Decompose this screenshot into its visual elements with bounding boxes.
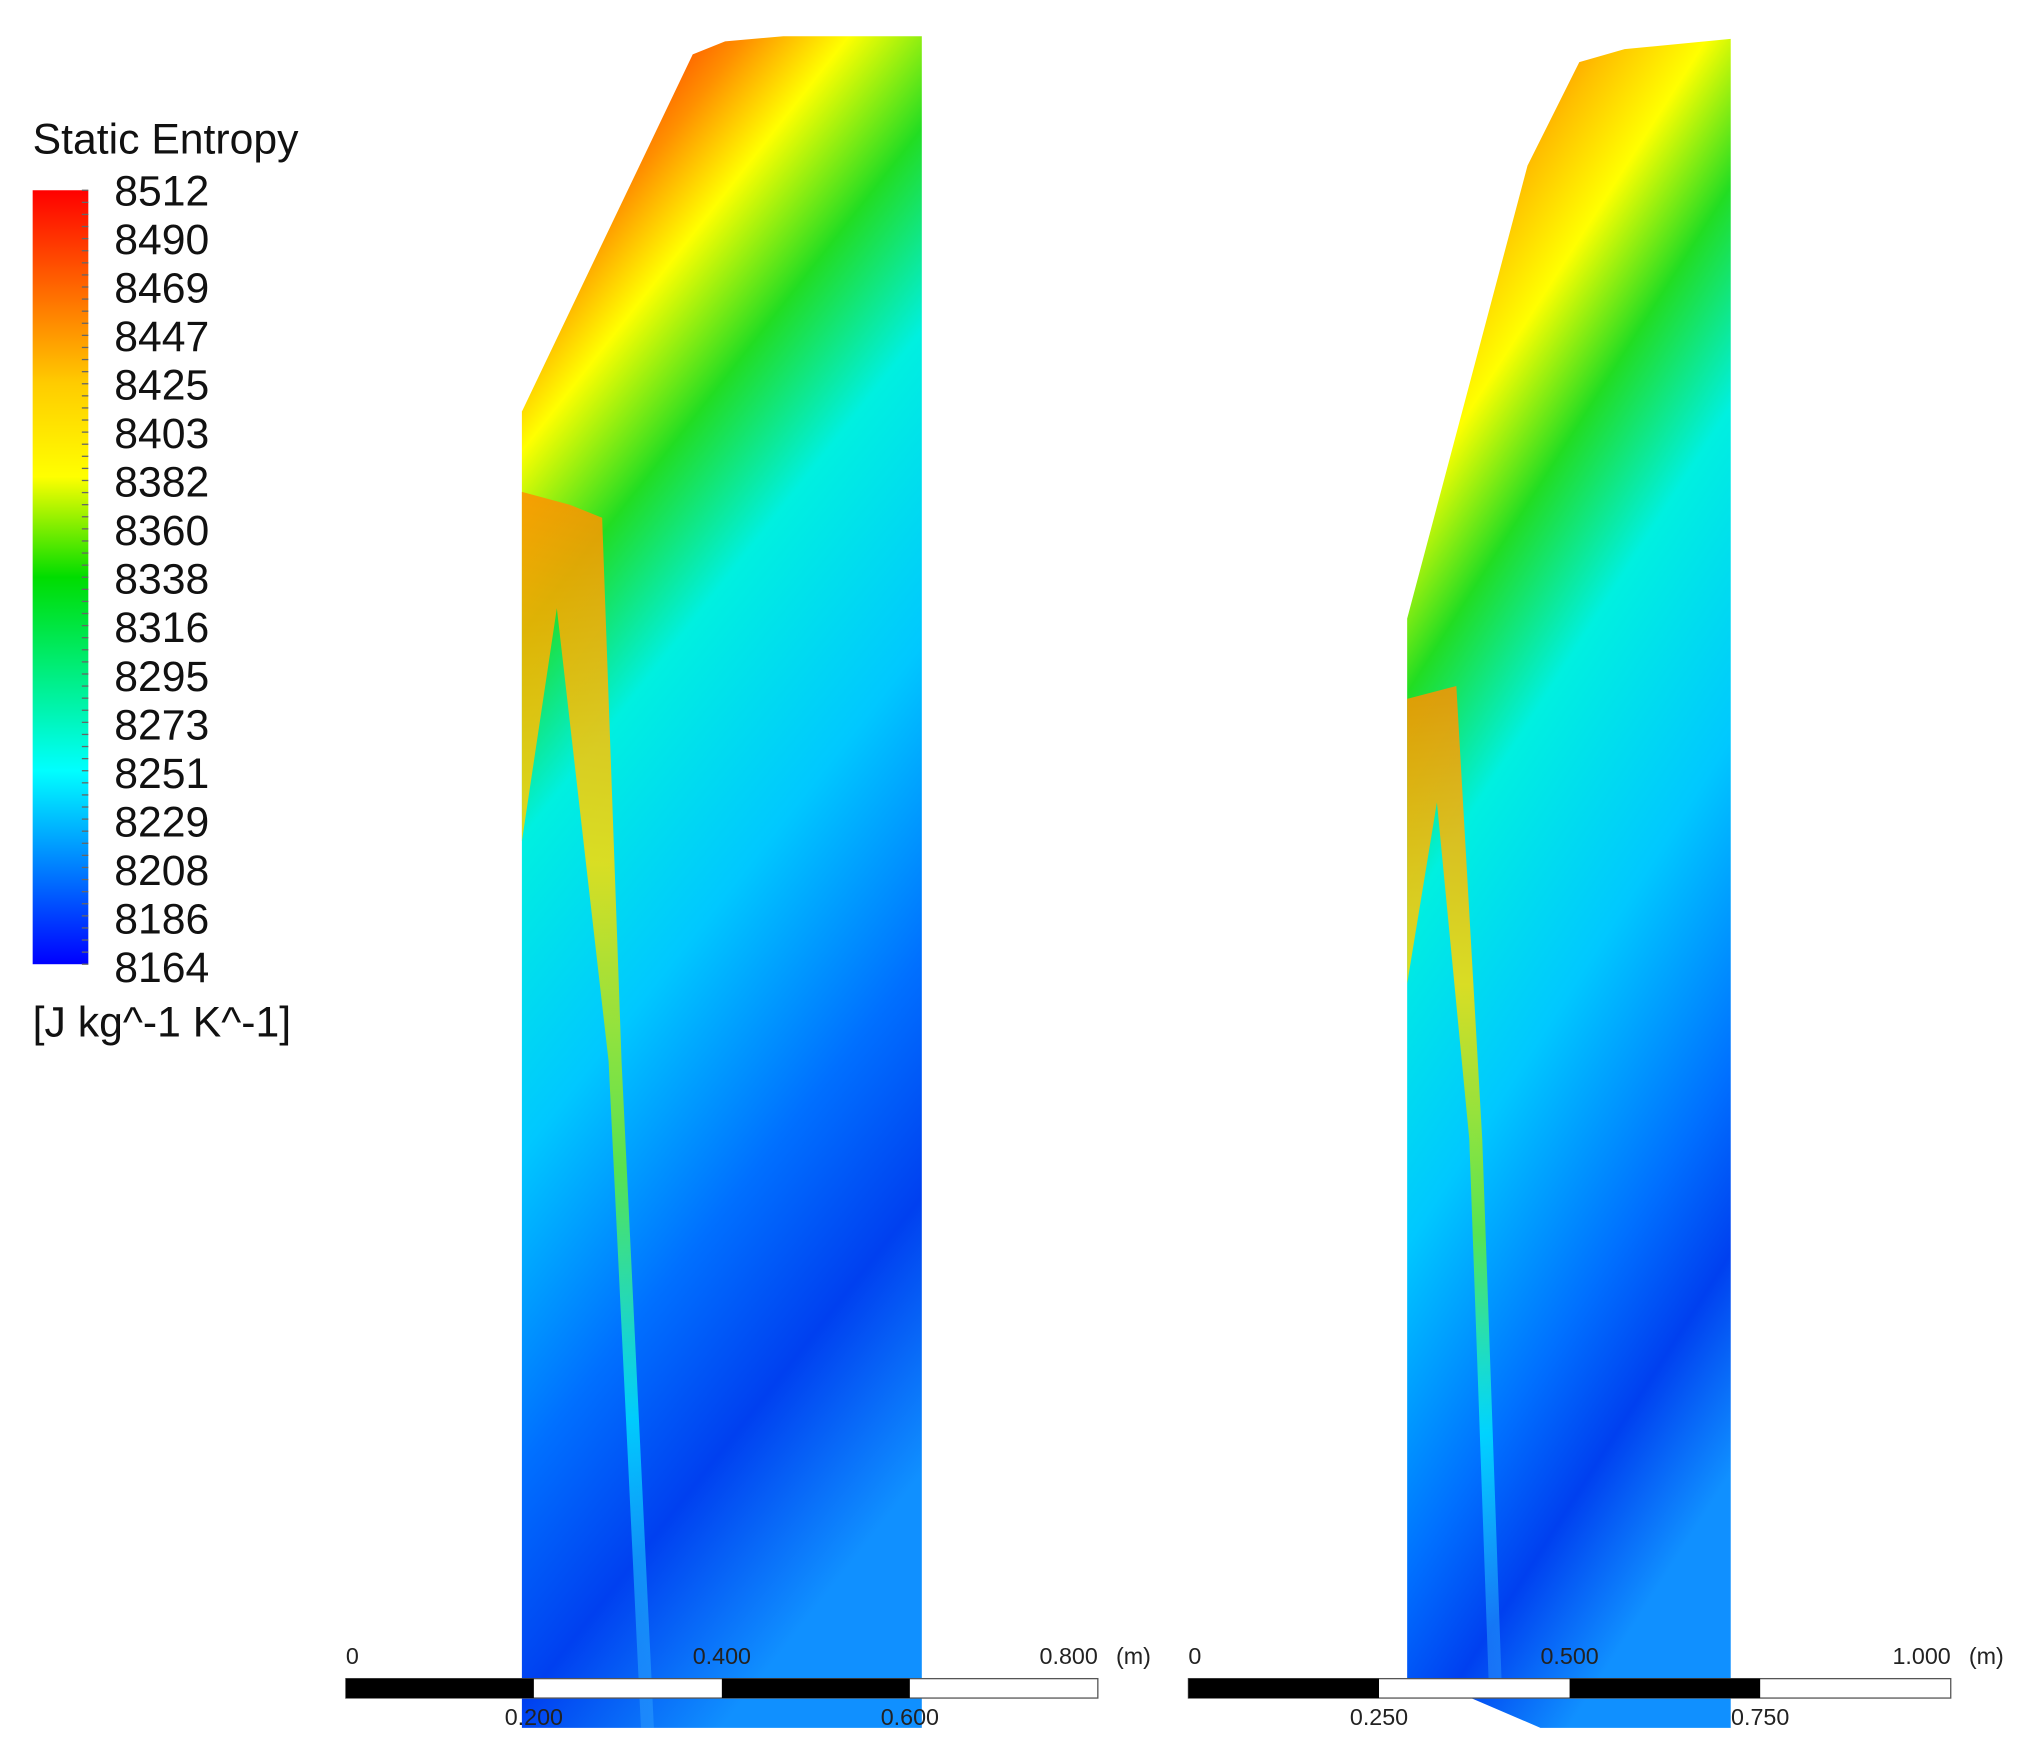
legend-label: 8469 (114, 264, 209, 312)
right-domain (1407, 38, 1731, 1728)
contour-field (521, 36, 922, 1728)
scale-label: 0 (346, 1643, 359, 1669)
legend-label: 8208 (114, 847, 209, 895)
legend-label: 8316 (114, 604, 209, 652)
scale-label: 0.250 (1350, 1704, 1408, 1730)
legend-label: 8273 (114, 701, 209, 749)
scale-label: 0.750 (1731, 1704, 1789, 1730)
legend-title: Static Entropy (33, 116, 299, 164)
scale-unit: (m) (1116, 1643, 1151, 1669)
scale-segment (345, 1678, 534, 1699)
legend-label: 8164 (114, 944, 209, 992)
legend-label: 8186 (114, 895, 209, 943)
scale-label: 0 (1188, 1643, 1201, 1669)
legend-label: 8251 (114, 750, 209, 798)
scale-label: 0.200 (505, 1704, 563, 1730)
legend: Static Entropy [J kg^-1 K^-1] 8512849084… (32, 116, 299, 1046)
scale-bars: 0 0.400 0.800 0.200 0.600 (m) 0 0.500 1.000 0.250… (345, 1643, 2004, 1730)
wake-streak (521, 491, 654, 1728)
scale-label: 0.500 (1540, 1643, 1598, 1669)
legend-label: 8403 (114, 410, 209, 458)
scale-segment (1188, 1678, 1380, 1699)
legend-label: 8360 (114, 507, 209, 555)
legend-label: 8229 (114, 798, 209, 846)
legend-label: 8447 (114, 313, 209, 361)
scale-label: 1.000 (1892, 1643, 1950, 1669)
wake-streak (1407, 685, 1502, 1683)
scale-segment (1569, 1678, 1761, 1699)
left-domain (521, 36, 922, 1728)
scale-label: 0.400 (693, 1643, 751, 1669)
scale-unit: (m) (1969, 1643, 2004, 1669)
legend-label: 8338 (114, 556, 209, 604)
legend-unit: [J kg^-1 K^-1] (33, 998, 291, 1046)
legend-label: 8295 (114, 653, 209, 701)
legend-label: 8512 (114, 167, 209, 215)
scale-label: 0.600 (881, 1704, 939, 1730)
scale-segment (721, 1678, 910, 1699)
legend-label: 8425 (114, 362, 209, 410)
legend-label: 8382 (114, 459, 209, 507)
scale-label: 0.800 (1040, 1643, 1098, 1669)
colorbar (32, 190, 89, 965)
legend-label: 8490 (114, 216, 209, 264)
